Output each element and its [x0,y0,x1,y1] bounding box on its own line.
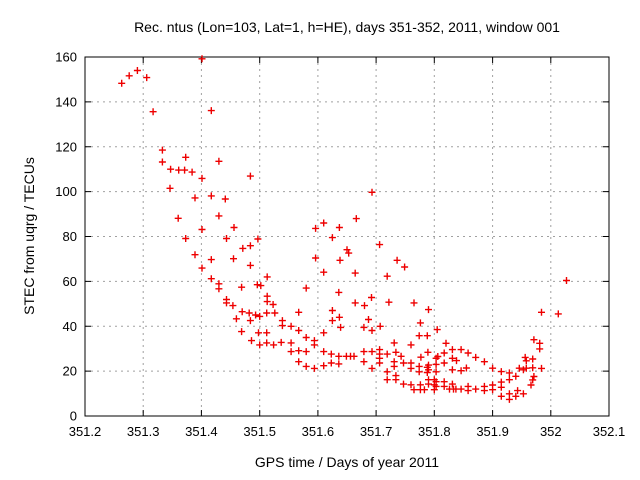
x-tick-label: 351.5 [243,424,276,439]
x-tick-label: 351.3 [127,424,160,439]
x-axis-label: GPS time / Days of year 2011 [254,454,440,470]
y-axis-label: STEC from uqrg / TECUs [21,157,37,315]
y-tick-label: 100 [55,184,77,199]
y-tick-label: 80 [63,229,77,244]
plot-border [84,56,610,417]
y-tick-label: 40 [63,319,77,334]
scatter-points [118,55,570,403]
x-tick-label: 351.2 [69,424,102,439]
x-tick-label: 351.9 [476,424,509,439]
y-tick-label: 60 [63,274,77,289]
y-tick-label: 140 [55,94,77,109]
x-tick-label: 351.6 [302,424,335,439]
y-tick-label: 20 [63,364,77,379]
x-tick-label: 352 [540,424,562,439]
x-tick-label: 351.7 [360,424,393,439]
y-tick-label: 0 [70,409,77,424]
y-tick-label: 120 [55,139,77,154]
x-tick-label: 352.1 [593,424,626,439]
y-tick-label: 160 [55,50,77,65]
grid-lines [85,57,609,416]
x-tick-label: 351.8 [418,424,451,439]
x-tick-label: 351.4 [185,424,218,439]
chart-title: Rec. ntus (Lon=103, Lat=1, h=HE), days 3… [134,19,560,35]
